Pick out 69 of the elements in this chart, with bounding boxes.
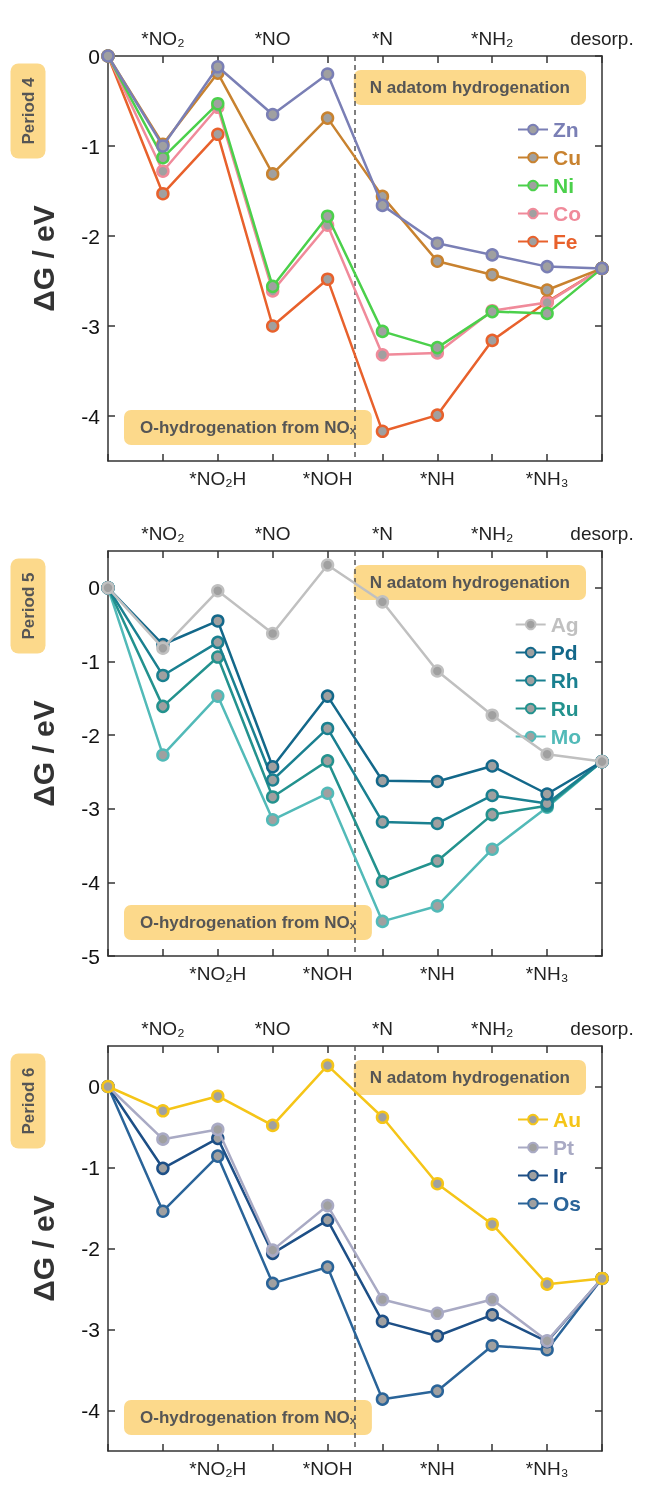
- x-tick-label: *NH₂: [471, 28, 514, 49]
- x-tick-label: *NO: [254, 523, 291, 544]
- x-tick-label: *NO₂H: [189, 963, 247, 984]
- x-tick-label: *NH₃: [525, 1458, 569, 1479]
- annotation: O-hydrogenation from NOₓ: [140, 913, 357, 932]
- y-tick-label: 0: [88, 1075, 100, 1098]
- x-tick-label: *NH₃: [525, 963, 569, 984]
- x-tick-label: *NH: [419, 963, 455, 984]
- x-tick-label: *NOH: [302, 963, 353, 984]
- text: Period 6: [18, 1067, 38, 1135]
- x-tick-label: desorp.: [570, 523, 634, 544]
- y-tick-label: 0: [88, 576, 100, 600]
- annotation: O-hydrogenation from NOₓ: [140, 1408, 357, 1427]
- x-tick-label: *N: [371, 523, 394, 544]
- y-tick-label: -1: [81, 649, 100, 673]
- x-tick-label: desorp.: [570, 28, 634, 49]
- x-tick-label: *NO₂H: [189, 468, 247, 489]
- y-tick-label: -3: [81, 797, 100, 821]
- x-tick-label: *NH₃: [525, 468, 569, 489]
- legend-label: Zn: [553, 118, 579, 141]
- annotation: N adatom hydrogenation: [369, 573, 570, 592]
- y-axis-title: ΔG / eV: [26, 205, 60, 312]
- legend-label: Pd: [550, 641, 578, 664]
- y-tick-label: -4: [81, 870, 101, 894]
- annotation: N adatom hydrogenation: [369, 1068, 570, 1087]
- x-tick-label: *NH₂: [471, 1018, 514, 1039]
- y-tick-label: 0: [88, 44, 100, 68]
- y-tick-label: -2: [81, 723, 100, 747]
- legend-label: Ni: [553, 174, 575, 197]
- text: Period 4: [18, 76, 38, 145]
- x-tick-label: *NH: [419, 468, 455, 489]
- legend-label: Pt: [552, 1136, 574, 1159]
- legend-label: Ru: [550, 697, 579, 720]
- x-tick-label: *NO₂H: [189, 1458, 247, 1479]
- y-tick-label: -1: [81, 134, 100, 158]
- annotation: O-hydrogenation from NOₓ: [140, 418, 357, 437]
- y-tick-label: -3: [81, 1318, 100, 1341]
- x-tick-label: *NO: [254, 1018, 291, 1039]
- x-tick-label: *N: [371, 28, 394, 49]
- x-tick-label: *N: [371, 1018, 394, 1039]
- y-tick-label: -5: [81, 944, 100, 968]
- legend-label: Fe: [553, 230, 578, 253]
- legend-label: Au: [552, 1108, 581, 1131]
- text: Period 5: [18, 572, 38, 640]
- x-tick-label: *NO₂: [141, 28, 185, 49]
- x-tick-label: desorp.: [570, 1018, 634, 1039]
- x-tick-label: *NH: [419, 1458, 455, 1479]
- y-tick-label: -3: [81, 314, 100, 338]
- y-tick-label: -4: [81, 1399, 101, 1422]
- y-tick-label: -4: [81, 404, 101, 428]
- y-tick-label: -1: [81, 1156, 100, 1179]
- legend-label: Cu: [553, 146, 582, 169]
- annotation: N adatom hydrogenation: [369, 78, 570, 97]
- legend-label: Ag: [550, 613, 579, 636]
- y-axis-title: ΔG / eV: [26, 700, 60, 807]
- legend-label: Rh: [550, 669, 579, 692]
- x-tick-label: *NO₂: [141, 523, 185, 544]
- y-tick-label: -2: [81, 224, 100, 248]
- x-tick-label: *NOH: [302, 1458, 353, 1479]
- legend-label: Os: [552, 1192, 581, 1215]
- x-tick-label: *NO: [254, 28, 291, 49]
- x-tick-label: *NH₂: [471, 523, 514, 544]
- legend-label: Ir: [552, 1164, 567, 1187]
- y-tick-label: -2: [81, 1237, 100, 1260]
- legend-label: Mo: [550, 725, 582, 748]
- x-tick-label: *NO₂: [141, 1018, 185, 1039]
- x-tick-label: *NOH: [302, 468, 353, 489]
- y-axis-title: ΔG / eV: [26, 1195, 60, 1302]
- legend-label: Co: [553, 202, 582, 225]
